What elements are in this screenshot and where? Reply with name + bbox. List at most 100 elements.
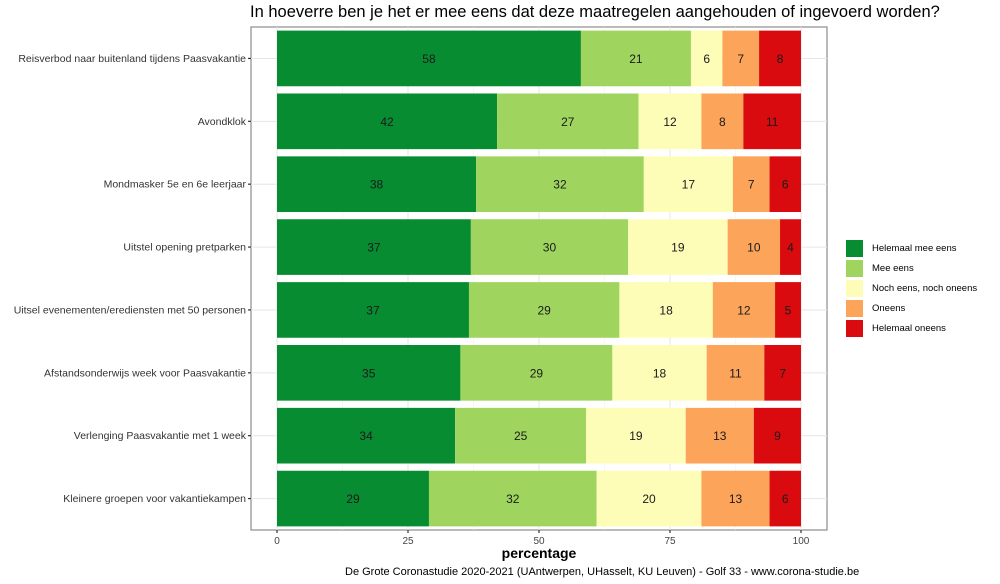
legend-label: Noch eens, noch oneens (872, 282, 978, 294)
bar-value-label: 18 (653, 366, 667, 380)
bar-segment (706, 344, 765, 401)
bar-value-label: 34 (359, 429, 373, 443)
bar-value-label: 29 (346, 492, 360, 506)
bar-value-label: 29 (530, 366, 544, 380)
bar-value-label: 7 (737, 52, 744, 66)
source-caption: De Grote Coronastudie 2020-2021 (UAntwer… (345, 566, 860, 578)
bar-value-label: 8 (777, 52, 784, 66)
bar-value-label: 58 (422, 52, 436, 66)
bar-value-label: 12 (663, 115, 677, 129)
bar-segment (764, 344, 801, 401)
bar-segment (277, 407, 456, 464)
bar-segment (476, 156, 644, 213)
legend-swatch (846, 279, 863, 297)
bar-segment (277, 344, 461, 401)
category-labels: Reisverbod naar buitenland tijdens Paasv… (14, 53, 251, 505)
bar-segment (596, 470, 702, 527)
bar-segment (277, 93, 498, 150)
bar-segment (685, 407, 754, 464)
legend-swatch (846, 319, 863, 337)
bar-segment (428, 470, 597, 527)
bar-segment (712, 282, 776, 338)
legend-label: Helemaal oneens (872, 322, 946, 334)
category-label: Avondklok (198, 116, 247, 128)
bar-value-label: 27 (561, 115, 575, 129)
bar-segment (753, 407, 801, 464)
bar-segment (277, 470, 429, 527)
legend-label: Helemaal mee eens (872, 242, 957, 254)
bar-value-label: 29 (538, 303, 552, 317)
bar-segment (727, 219, 781, 275)
bar-value-label: 21 (629, 52, 643, 66)
bar-value-label: 30 (543, 241, 557, 255)
bar-value-label: 10 (747, 241, 761, 255)
bar-value-label: 11 (729, 366, 742, 380)
bar-value-label: 13 (713, 429, 727, 443)
bar-value-label: 37 (367, 241, 381, 255)
bar-segment (460, 344, 613, 401)
bar-segment (277, 156, 477, 213)
bar-value-label: 5 (785, 303, 792, 317)
category-label: Uitstel opening pretparken (123, 242, 246, 254)
bar-segment (277, 30, 581, 87)
bar-value-label: 32 (506, 492, 520, 506)
x-tick-label: 0 (274, 536, 280, 547)
bar-segment (638, 93, 702, 150)
bar-value-label: 13 (729, 492, 743, 506)
category-label: Reisverbod naar buitenland tijdens Paasv… (18, 53, 246, 65)
bar-value-label: 19 (629, 429, 643, 443)
bar-value-label: 7 (779, 366, 786, 380)
bar-segment (497, 93, 639, 150)
category-label: Mondmasker 5e en 6e leerjaar (104, 179, 247, 191)
bar-segment (759, 30, 801, 87)
bar-segment (619, 282, 713, 338)
bars: 58 21 6 7 8 42 27 12 8 11 38 32 17 7 6 37 30 19 10 4 37 29 18 1… (277, 30, 801, 527)
legend-item: Helemaal oneens (846, 318, 977, 338)
bar-value-label: 6 (782, 492, 789, 506)
legend-item: Helemaal mee eens (846, 238, 977, 258)
x-tick-label: 100 (793, 536, 810, 547)
bar-value-label: 6 (782, 178, 789, 192)
x-tick-label: 50 (533, 536, 545, 547)
category-label: Verlenging Paasvakantie met 1 week (74, 430, 247, 442)
bar-value-label: 38 (370, 178, 384, 192)
x-axis: 0 25 50 75 100 (274, 530, 810, 547)
bar-value-label: 19 (671, 241, 685, 255)
bar-segment (701, 93, 744, 150)
legend-item: Noch eens, noch oneens (846, 278, 977, 298)
bar-value-label: 11 (766, 115, 779, 129)
bar-value-label: 7 (748, 178, 755, 192)
bar-segment (586, 407, 686, 464)
bar-segment (277, 219, 471, 275)
chart-title: In hoeverre ben je het er mee eens dat d… (250, 3, 940, 21)
bar-segment (468, 282, 620, 338)
x-tick-label: 25 (402, 536, 414, 547)
bar-segment (722, 30, 760, 87)
bar-value-label: 20 (642, 492, 656, 506)
x-axis-title: percentage (501, 545, 577, 561)
category-label: Afstandsonderwijs week voor Paasvakantie (44, 367, 246, 379)
bar-segment (643, 156, 733, 213)
bar-segment (580, 30, 691, 87)
bar-segment (277, 282, 469, 338)
legend-swatch (846, 259, 863, 277)
legend-item: Oneens (846, 298, 977, 318)
legend-item: Mee eens (846, 258, 977, 278)
bar-segment (769, 156, 801, 213)
bar-segment (775, 282, 801, 338)
legend-swatch (846, 299, 863, 317)
bar-value-label: 9 (774, 429, 781, 443)
bar-value-label: 37 (366, 303, 380, 317)
bar-segment (455, 407, 587, 464)
bar-value-label: 32 (553, 178, 567, 192)
bar-value-label: 35 (362, 366, 376, 380)
category-label: Kleinere groepen voor vakantiekampen (63, 493, 246, 505)
bar-value-label: 25 (514, 429, 528, 443)
bar-value-label: 17 (682, 178, 696, 192)
bar-value-label: 8 (719, 115, 726, 129)
bar-segment (701, 470, 770, 527)
bar-segment (690, 30, 723, 87)
bar-segment (470, 219, 629, 275)
bar-segment (769, 470, 801, 527)
bar-value-label: 42 (380, 115, 394, 129)
